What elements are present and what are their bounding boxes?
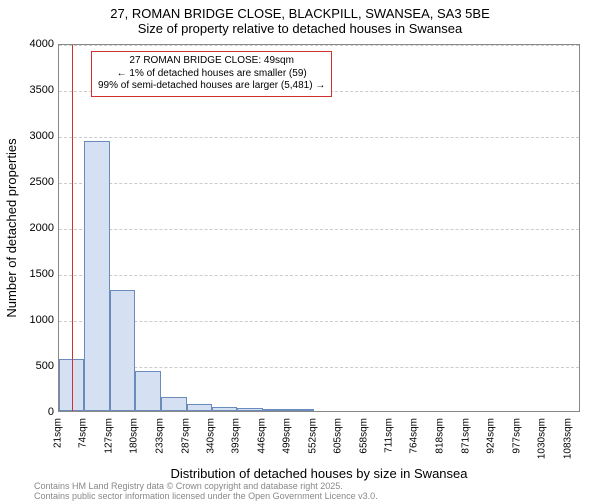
gridline [59,45,579,46]
x-tick-label: 924sqm [486,418,497,454]
histogram-bar [288,409,313,411]
chart-title: 27, ROMAN BRIDGE CLOSE, BLACKPILL, SWANS… [0,6,600,36]
y-tick-label: 2500 [14,176,54,188]
histogram-bar [212,407,237,411]
y-tick-label: 1500 [14,268,54,280]
footer-line-2: Contains public sector information licen… [34,492,378,502]
y-tick-label: 4000 [14,38,54,50]
x-tick-label: 340sqm [206,418,217,454]
histogram-bar [237,408,262,411]
x-tick-label: 871sqm [460,418,471,454]
footer-attribution: Contains HM Land Registry data © Crown c… [34,482,378,502]
gridline [59,321,579,322]
gridline [59,183,579,184]
x-axis-label: Distribution of detached houses by size … [58,466,580,481]
x-tick-label: 711sqm [384,418,395,453]
y-tick-label: 500 [14,360,54,372]
x-tick-label: 977sqm [511,418,522,454]
y-tick-label: 3500 [14,84,54,96]
x-tick-label: 287sqm [180,418,191,454]
histogram-bar [135,371,160,411]
gridline [59,137,579,138]
histogram-bar [84,141,109,411]
gridline [59,229,579,230]
histogram-bar [161,397,187,411]
x-tick-label: 764sqm [409,418,420,454]
y-tick-label: 0 [14,406,54,418]
histogram-chart: 27, ROMAN BRIDGE CLOSE, BLACKPILL, SWANS… [0,0,600,500]
x-tick-label: 127sqm [103,418,114,454]
x-tick-label: 180sqm [129,418,140,454]
gridline [59,367,579,368]
x-tick-label: 393sqm [231,418,242,454]
x-tick-label: 446sqm [256,418,267,454]
x-tick-label: 658sqm [358,418,369,454]
x-tick-label: 818sqm [435,418,446,454]
x-tick-label: 233sqm [154,418,165,454]
annotation-line: 27 ROMAN BRIDGE CLOSE: 49sqm [98,55,325,68]
title-line-1: 27, ROMAN BRIDGE CLOSE, BLACKPILL, SWANS… [0,6,600,21]
marker-line [72,45,73,411]
x-tick-label: 605sqm [333,418,344,454]
histogram-bar [110,290,135,411]
gridline [59,275,579,276]
annotation-box: 27 ROMAN BRIDGE CLOSE: 49sqm← 1% of deta… [91,51,332,97]
annotation-line: 99% of semi-detached houses are larger (… [98,80,325,93]
x-tick-label: 74sqm [78,418,89,448]
histogram-bar [263,409,288,411]
x-tick-label: 21sqm [53,418,64,448]
title-line-2: Size of property relative to detached ho… [0,21,600,36]
x-tick-label: 1083sqm [562,418,573,459]
annotation-line: ← 1% of detached houses are smaller (59) [98,68,325,81]
y-tick-label: 1000 [14,314,54,326]
histogram-bar [187,404,212,411]
x-tick-label: 499sqm [282,418,293,454]
y-tick-label: 3000 [14,130,54,142]
plot-area: 27 ROMAN BRIDGE CLOSE: 49sqm← 1% of deta… [58,44,580,412]
x-tick-label: 552sqm [307,418,318,454]
x-tick-label: 1030sqm [537,418,548,459]
y-tick-label: 2000 [14,222,54,234]
